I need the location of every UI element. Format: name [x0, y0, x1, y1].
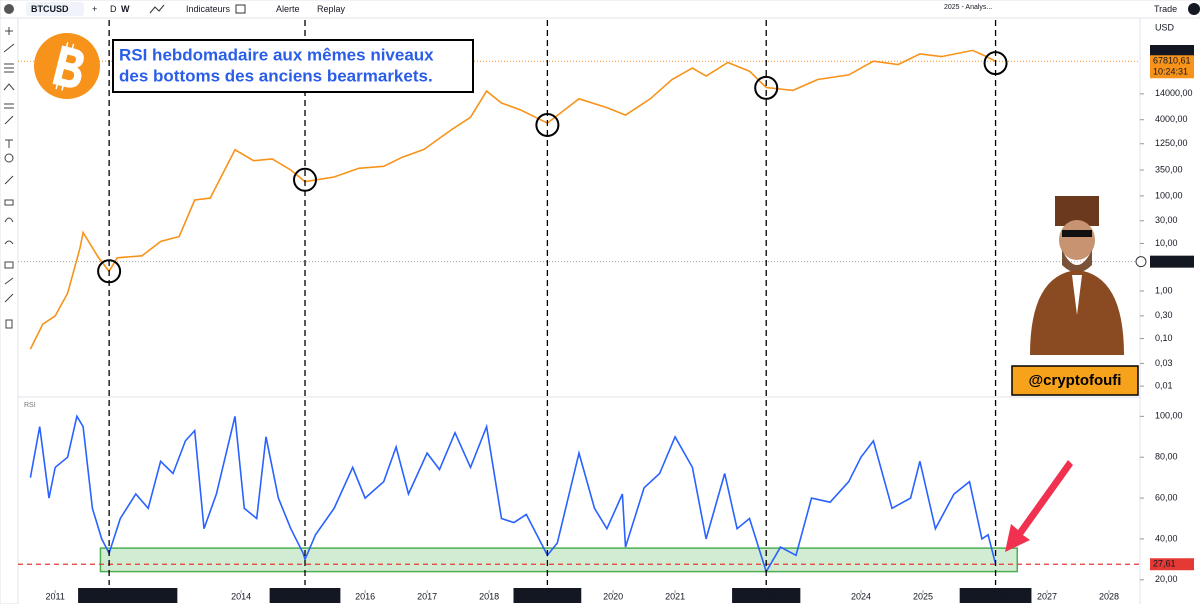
drawing-tools[interactable]: [3, 27, 15, 329]
plot-area: 14000,00 4000,00 1250,00 350,00 100,00 30,00 1…: [18, 20, 1194, 603]
marker-date-box: [269, 588, 341, 603]
crosshair-x: lun. 04 Juin '12: [109, 588, 178, 603]
symbol-search[interactable]: [26, 2, 84, 16]
x-tick-label: 2016: [355, 591, 375, 601]
marker-label: lun. 10 Déc '18: [513, 588, 582, 603]
left-toolbar: [0, 17, 19, 605]
chart-style[interactable]: [149, 4, 165, 14]
y-tick-label: 100,00: [1155, 411, 1183, 421]
annotation-line: RSI hebdomadaire aux mêmes niveaux: [119, 45, 434, 64]
crosshair-price-tag-box: [1150, 255, 1194, 268]
crosshair-plus: [1135, 256, 1147, 268]
x-tick-label: 2014: [231, 591, 251, 601]
bottom-circle: [97, 259, 122, 284]
price-unit: USD: [1155, 22, 1175, 32]
series-line: [29, 49, 996, 350]
rsi-last-tag-box: [1150, 558, 1194, 571]
marker-date: lun. 20 Juin '22: [736, 589, 796, 599]
annotation-box: [112, 39, 474, 93]
y-tick-label: 0,01: [1155, 380, 1173, 390]
y-tick-label: 0,10: [1155, 333, 1173, 343]
y-tick-label: 1250,00: [1155, 138, 1188, 148]
x-tick-label: 2018: [479, 591, 499, 601]
last-price-tag: 67810,61: [1153, 56, 1191, 66]
y-tick-label: 1,00: [1155, 285, 1173, 295]
y-tick-label: 100,00: [1155, 190, 1183, 200]
series-line: [29, 414, 997, 574]
interval-w[interactable]: W: [121, 4, 130, 14]
marker-label: lun. 02 Mars '26: [959, 588, 1032, 603]
x-tick-label: 2028: [1099, 591, 1119, 601]
marker-date-box: [732, 588, 801, 603]
crosshair-date-box: [109, 588, 178, 603]
portrait: [1030, 196, 1124, 355]
bottom-circle: [983, 51, 1008, 76]
marker-label: lun. 20 Juin '22: [732, 588, 801, 603]
profile[interactable]: [1188, 3, 1200, 15]
symbol[interactable]: BTCUSD: [31, 4, 69, 14]
marker-date: lun. 02 Mars '26: [964, 589, 1028, 599]
trade[interactable]: Trade: [1154, 4, 1177, 14]
templates[interactable]: [235, 4, 246, 14]
handle: @cryptofoufi: [1029, 372, 1122, 389]
crosshair-date: lun. 04 Juin '12: [113, 589, 173, 599]
y-tick-label: 0,30: [1155, 310, 1173, 320]
add-symbol[interactable]: +: [92, 4, 97, 14]
countdown-tag-box: [1150, 66, 1194, 79]
y-tick-label: 80,00: [1155, 452, 1178, 462]
high-tag: 69097,16: [1153, 45, 1191, 55]
high-tag-box: [1150, 45, 1194, 57]
countdown-tag: 10:24:31: [1153, 67, 1188, 77]
y-tick-label: 10,00: [1155, 238, 1178, 248]
y-tick-label: 20,00: [1155, 574, 1178, 584]
y-tick-label: 14000,00: [1155, 88, 1193, 98]
marker-date: lun. 14: [82, 589, 109, 599]
bottom-circle: [535, 112, 560, 137]
interval-d[interactable]: D: [110, 4, 117, 14]
indicators[interactable]: Indicateurs: [186, 4, 231, 14]
bottom-circle: [293, 167, 318, 192]
layout-name[interactable]: 2025 - Analys...: [944, 4, 992, 11]
marker-date-box: [959, 588, 1032, 603]
highlight-zone: [99, 547, 1019, 573]
x-tick-label: 2011: [46, 591, 65, 601]
x-tick-label: 2021: [665, 591, 685, 601]
rsi-title: RSI: [24, 402, 36, 409]
x-tick-label: 2027: [1037, 591, 1057, 601]
menu-avatar[interactable]: [4, 4, 14, 14]
y-tick-label: 4000,00: [1155, 114, 1188, 124]
x-tick-label: 2020: [603, 591, 623, 601]
y-tick-label: 0,03: [1155, 358, 1173, 368]
bottom-circle: [754, 75, 779, 100]
last-price-tag-box: [1150, 55, 1194, 68]
y-tick-label: 60,00: [1155, 492, 1178, 502]
rsi-last-tag: 27,61: [1153, 559, 1176, 569]
y-tick-label: 40,00: [1155, 533, 1178, 543]
annotation-line: des bottoms des anciens bearmarkets.: [119, 66, 433, 85]
top-toolbar: [0, 0, 1200, 19]
arrow: [1005, 460, 1073, 552]
y-tick-label: 350,00: [1155, 164, 1183, 174]
x-tick-label: 2017: [417, 591, 437, 601]
marker-date: lun. 12 Janv '15: [274, 589, 337, 599]
x-tick-label: 2024: [851, 591, 871, 601]
y-tick-label: 30,00: [1155, 215, 1178, 225]
x-tick-label: 2025: [913, 591, 933, 601]
crosshair-price-tag: 4,14: [1153, 256, 1171, 266]
marker-date: lun. 10 Déc '18: [518, 589, 578, 599]
handle-box: [1011, 365, 1139, 396]
marker-date-box: [513, 588, 582, 603]
marker-label: lun. 14: [78, 588, 114, 603]
trade-button[interactable]: [1150, 2, 1182, 16]
replay[interactable]: Replay: [317, 4, 346, 14]
marker-date-box: [78, 588, 114, 603]
bitcoin-symbol: [52, 42, 84, 91]
alert[interactable]: Alerte: [276, 4, 300, 14]
marker-label: lun. 12 Janv '15: [269, 588, 341, 603]
